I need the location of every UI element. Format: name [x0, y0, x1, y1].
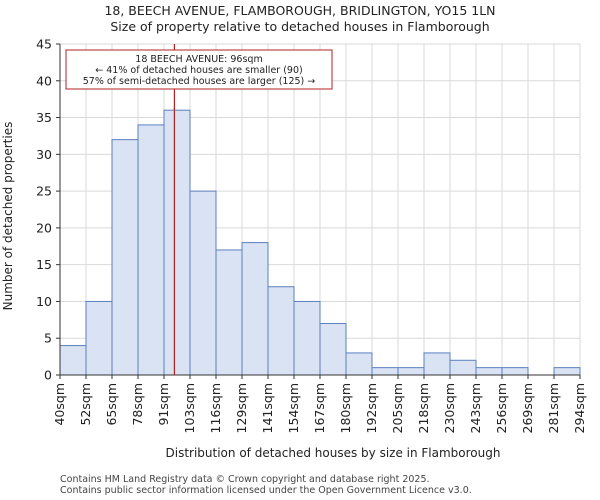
- x-tick-label: 78sqm: [130, 383, 145, 426]
- bar: [423, 352, 451, 376]
- y-tick-label: 0: [44, 368, 52, 383]
- bar: [449, 359, 477, 376]
- y-tick-label: 20: [36, 220, 52, 235]
- bar: [241, 242, 269, 376]
- y-axis-ticks: 0 5 10 15 20 25 30 35 40 45: [36, 37, 60, 383]
- bar: [163, 109, 191, 376]
- x-tick-label: 103sqm: [182, 383, 197, 433]
- footer-line-1: Contains HM Land Registry data © Crown c…: [60, 474, 430, 485]
- bar: [371, 367, 399, 376]
- x-tick-label: 141sqm: [260, 383, 275, 433]
- y-tick-label: 5: [44, 331, 52, 346]
- bar: [293, 300, 321, 376]
- y-tick-label: 10: [36, 294, 52, 309]
- x-tick-label: 218sqm: [416, 383, 431, 433]
- annotation-line-1: 18 BEECH AVENUE: 96sqm: [135, 54, 262, 65]
- x-tick-label: 256sqm: [494, 383, 509, 433]
- annotation-box: 18 BEECH AVENUE: 96sqm ← 41% of detached…: [65, 49, 333, 90]
- bar: [267, 286, 295, 376]
- x-tick-label: 230sqm: [442, 383, 457, 433]
- annotation-line-3: 57% of semi-detached houses are larger (…: [83, 76, 316, 87]
- y-tick-label: 35: [36, 110, 52, 125]
- bar: [501, 367, 529, 376]
- annotation-line-2: ← 41% of detached houses are smaller (90…: [95, 65, 302, 76]
- y-tick-label: 15: [36, 257, 52, 272]
- footer-line-2: Contains public sector information licen…: [60, 485, 472, 496]
- x-tick-label: 205sqm: [390, 383, 405, 433]
- x-tick-label: 91sqm: [156, 383, 171, 426]
- bar: [59, 345, 87, 376]
- x-tick-label: 129sqm: [234, 383, 249, 433]
- x-tick-label: 180sqm: [338, 383, 353, 433]
- y-tick-label: 30: [36, 147, 52, 162]
- x-tick-label: 269sqm: [520, 383, 535, 433]
- bar: [319, 323, 347, 376]
- bar: [189, 190, 217, 376]
- annotation-border: [65, 49, 333, 90]
- y-tick-label: 25: [36, 184, 52, 199]
- bar: [397, 367, 425, 376]
- bar: [111, 139, 139, 376]
- x-tick-label: 65sqm: [104, 383, 119, 426]
- x-tick-label: 281sqm: [546, 383, 561, 433]
- x-tick-label: 40sqm: [52, 383, 67, 426]
- bar: [85, 300, 113, 376]
- x-tick-label: 154sqm: [286, 383, 301, 433]
- x-tick-label: 52sqm: [78, 383, 93, 426]
- x-tick-label: 192sqm: [364, 383, 379, 433]
- chart-subtitle: Size of property relative to detached ho…: [110, 19, 489, 34]
- x-tick-label: 116sqm: [208, 383, 223, 433]
- bar: [345, 352, 373, 376]
- y-tick-label: 45: [36, 37, 52, 52]
- bars: [59, 109, 581, 376]
- x-axis-ticks: 40sqm 52sqm 65sqm 78sqm 91sqm 103sqm 116sqm 129…: [52, 375, 587, 433]
- bar: [553, 367, 581, 376]
- x-axis-label: Distribution of detached houses by size …: [166, 446, 501, 460]
- bar: [475, 367, 503, 376]
- x-tick-label: 167sqm: [312, 383, 327, 433]
- bar: [137, 124, 165, 376]
- y-tick-label: 40: [36, 73, 52, 88]
- y-axis-label: Number of detached properties: [1, 122, 15, 311]
- bar: [215, 249, 243, 376]
- x-tick-label: 243sqm: [468, 383, 483, 433]
- x-tick-label: 294sqm: [572, 383, 587, 433]
- chart-title: 18, BEECH AVENUE, FLAMBOROUGH, BRIDLINGT…: [104, 3, 495, 18]
